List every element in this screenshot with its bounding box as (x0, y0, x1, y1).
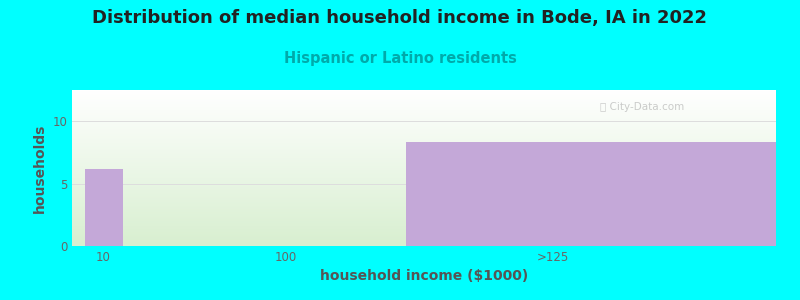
Text: ⓘ City-Data.com: ⓘ City-Data.com (600, 103, 684, 112)
Bar (86, 169, 123, 246)
Y-axis label: households: households (33, 123, 46, 213)
Text: Hispanic or Latino residents: Hispanic or Latino residents (283, 51, 517, 66)
X-axis label: household income ($1000): household income ($1000) (320, 269, 528, 284)
Text: Distribution of median household income in Bode, IA in 2022: Distribution of median household income … (93, 9, 707, 27)
Bar (406, 142, 776, 246)
